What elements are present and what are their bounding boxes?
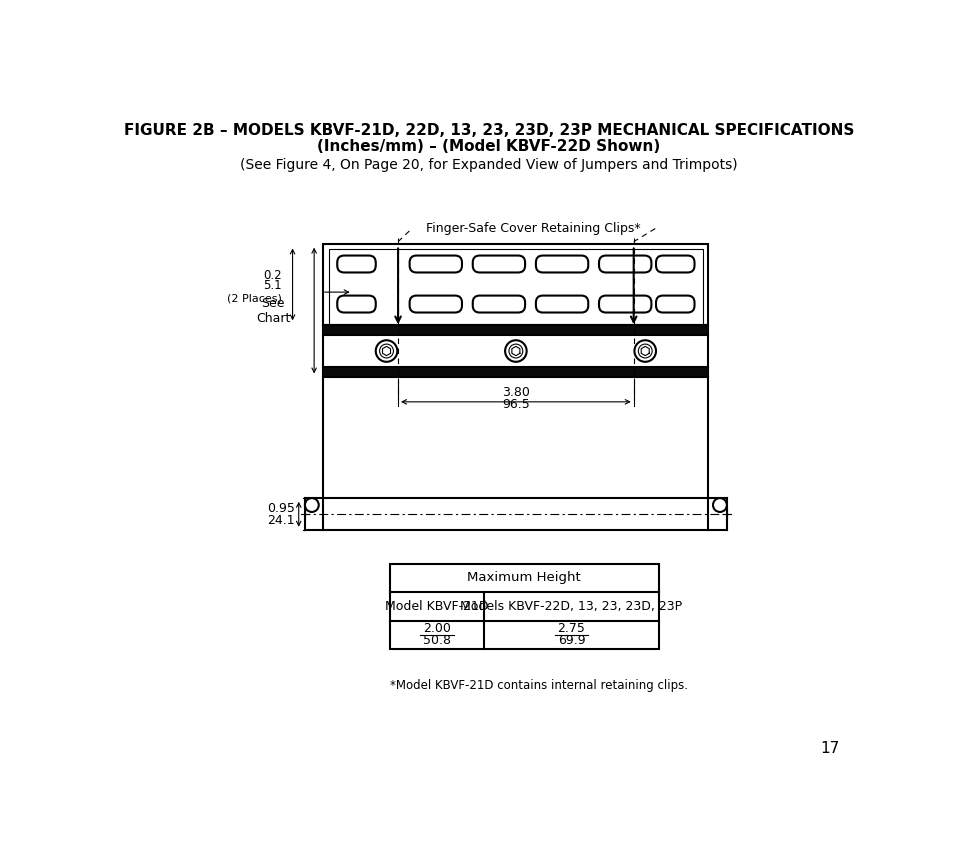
Text: *Model KBVF-21D contains internal retaining clips.: *Model KBVF-21D contains internal retain…	[389, 679, 687, 692]
Text: 0.2: 0.2	[263, 269, 281, 282]
Text: (Inches/mm) – (Model KBVF-22D Shown): (Inches/mm) – (Model KBVF-22D Shown)	[317, 139, 659, 155]
Text: 17: 17	[820, 740, 839, 756]
Circle shape	[504, 340, 526, 362]
Text: Maximum Height: Maximum Height	[467, 571, 580, 584]
Bar	[389, 564, 659, 649]
Circle shape	[375, 340, 396, 362]
Text: See
Chart: See Chart	[255, 296, 291, 325]
Bar	[323, 244, 708, 530]
Circle shape	[634, 340, 656, 362]
Bar	[323, 325, 708, 335]
Bar	[323, 367, 708, 377]
Circle shape	[379, 344, 393, 358]
Bar	[329, 249, 702, 325]
Text: 24.1: 24.1	[267, 514, 294, 527]
Text: Model KBVF-21D: Model KBVF-21D	[385, 600, 488, 612]
Text: Models KBVF-22D, 13, 23, 23D, 23P: Models KBVF-22D, 13, 23, 23D, 23P	[460, 600, 681, 612]
Text: (2 Places): (2 Places)	[227, 293, 281, 303]
Text: 50.8: 50.8	[422, 635, 450, 648]
Text: 96.5: 96.5	[501, 398, 529, 411]
Circle shape	[508, 344, 522, 358]
Text: 5.1: 5.1	[263, 279, 281, 292]
Text: (See Figure 4, On Page 20, for Expanded View of Jumpers and Trimpots): (See Figure 4, On Page 20, for Expanded …	[240, 158, 737, 172]
Text: 69.9: 69.9	[558, 635, 585, 648]
Text: 0.95: 0.95	[267, 502, 294, 515]
Text: 3.80: 3.80	[501, 386, 529, 399]
Circle shape	[638, 344, 652, 358]
Text: FIGURE 2B – MODELS KBVF-21D, 22D, 13, 23, 23D, 23P MECHANICAL SPECIFICATIONS: FIGURE 2B – MODELS KBVF-21D, 22D, 13, 23…	[124, 124, 853, 138]
Text: 2.75: 2.75	[557, 622, 585, 635]
Text: Finger-Safe Cover Retaining Clips*: Finger-Safe Cover Retaining Clips*	[426, 222, 640, 235]
Text: 2.00: 2.00	[422, 622, 450, 635]
